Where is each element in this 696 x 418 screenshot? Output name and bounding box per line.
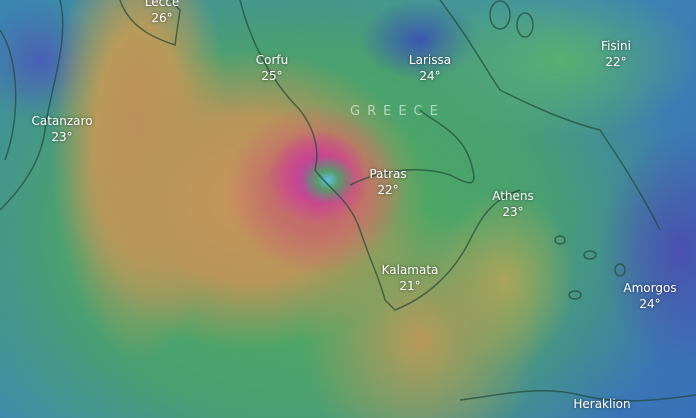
city-name: Catanzaro: [31, 114, 93, 128]
country-label-greece: GREECE: [350, 104, 445, 119]
city-temp: 25°: [261, 69, 283, 83]
city-temp: 23°: [502, 205, 524, 219]
city-name: Corfu: [255, 53, 289, 67]
city-name: Amorgos: [623, 281, 677, 295]
city-temp: 22°: [605, 55, 627, 69]
city-name: Lecce: [144, 0, 180, 9]
city-corfu[interactable]: Corfu 25°: [256, 52, 288, 84]
city-athens[interactable]: Athens 23°: [492, 188, 534, 220]
city-temp: 24°: [639, 297, 661, 311]
city-amorgos[interactable]: Amorgos 24°: [623, 280, 676, 312]
city-kalamata[interactable]: Kalamata 21°: [382, 262, 439, 294]
city-lecce[interactable]: Lecce 26°: [145, 0, 179, 26]
city-name: Kalamata: [381, 263, 439, 277]
city-catanzaro[interactable]: Catanzaro 23°: [31, 113, 92, 145]
city-temp: 26°: [151, 11, 173, 25]
city-temp: 22°: [377, 183, 399, 197]
city-name: Athens: [492, 189, 534, 203]
city-patras[interactable]: Patras 22°: [369, 166, 406, 198]
city-name: Patras: [369, 167, 407, 181]
city-fisini[interactable]: Fisini 22°: [601, 38, 631, 70]
city-larissa[interactable]: Larissa 24°: [409, 52, 451, 84]
city-heraklion[interactable]: Heraklion: [573, 396, 630, 412]
city-name: Larissa: [408, 53, 452, 67]
city-name: Heraklion: [573, 397, 631, 411]
city-temp: 21°: [399, 279, 421, 293]
city-name: Fisini: [601, 39, 631, 53]
city-temp: 24°: [419, 69, 441, 83]
city-temp: 23°: [51, 130, 73, 144]
